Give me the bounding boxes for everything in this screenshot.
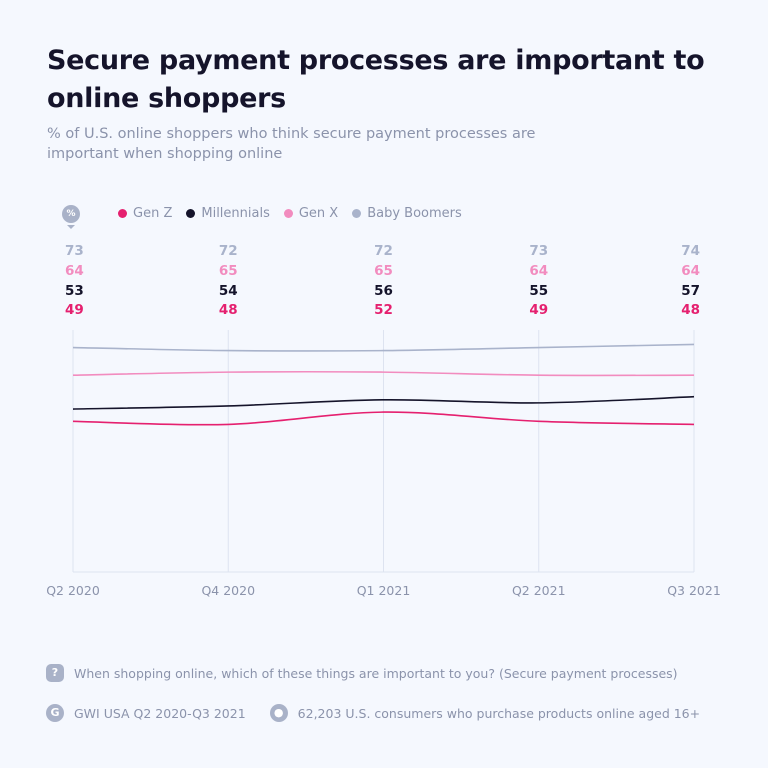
question-icon: ? xyxy=(46,664,64,682)
legend-dot xyxy=(352,209,362,218)
data-label: 54 xyxy=(219,283,238,299)
line-chart: Q2 2020 Q4 2020 Q1 2021 Q2 2021 Q3 2021 73 72 7… xyxy=(46,243,721,598)
data-label: 64 xyxy=(681,263,700,279)
data-label: 73 xyxy=(529,243,548,259)
source-text: GWI USA Q2 2020-Q3 2021 xyxy=(74,705,246,721)
data-label: 49 xyxy=(529,302,548,318)
data-label: 72 xyxy=(219,243,238,259)
data-label: 48 xyxy=(219,302,238,318)
x-tick-label: Q2 2020 xyxy=(46,583,100,598)
legend-dot xyxy=(118,209,127,218)
series-line-gen-z xyxy=(72,411,695,426)
legend: Gen Z Millennials Gen X Baby Boomers xyxy=(118,206,462,221)
x-tick-label: Q3 2021 xyxy=(667,583,721,598)
x-tick-label: Q4 2020 xyxy=(201,583,255,598)
data-label: 55 xyxy=(529,283,548,299)
data-label: 72 xyxy=(374,243,393,259)
percent-unit-badge: % xyxy=(62,205,80,229)
question-text: When shopping online, which of these thi… xyxy=(74,665,678,681)
series-line-millennials xyxy=(72,395,695,410)
data-label: 73 xyxy=(65,243,84,259)
legend-item: Baby Boomers xyxy=(352,206,462,221)
chart-subtitle: % of U.S. online shoppers who think secu… xyxy=(47,126,536,162)
x-tick-label: Q2 2021 xyxy=(512,583,566,598)
legend-dot xyxy=(283,209,293,218)
sample-text: 62,203 U.S. consumers who purchase produ… xyxy=(297,705,701,721)
legend-dot xyxy=(186,209,196,218)
footer-question: ? When shopping online, which of these t… xyxy=(46,664,678,682)
source-icon: G xyxy=(46,704,64,722)
legend-item: Millennials xyxy=(186,206,270,221)
legend-item: Gen Z xyxy=(118,206,172,221)
data-label: 65 xyxy=(219,263,238,279)
people-icon: ● xyxy=(269,704,288,722)
footer-source: G GWI USA Q2 2020-Q3 2021 ● 62,203 U.S. … xyxy=(46,704,700,722)
data-label: 64 xyxy=(529,263,548,279)
data-label: 74 xyxy=(681,243,700,259)
data-label: 49 xyxy=(65,302,84,318)
series-line-gen-x xyxy=(72,370,695,377)
legend-label: Gen X xyxy=(298,206,339,221)
data-label: 56 xyxy=(374,283,393,299)
data-label: 53 xyxy=(65,283,84,299)
legend-label: Millennials xyxy=(201,206,270,221)
data-label: 65 xyxy=(374,263,393,279)
legend-item: Gen X xyxy=(283,206,339,221)
data-label: 52 xyxy=(374,302,393,318)
legend-label: Gen Z xyxy=(133,206,173,221)
chart-title: Secure payment processes are important t… xyxy=(47,45,705,114)
data-label: 57 xyxy=(681,283,700,299)
data-label: 48 xyxy=(681,302,700,318)
x-tick-label: Q1 2021 xyxy=(357,583,411,598)
legend-label: Baby Boomers xyxy=(367,206,462,221)
series-line-baby-boomers xyxy=(72,343,695,352)
data-label: 64 xyxy=(65,263,84,279)
